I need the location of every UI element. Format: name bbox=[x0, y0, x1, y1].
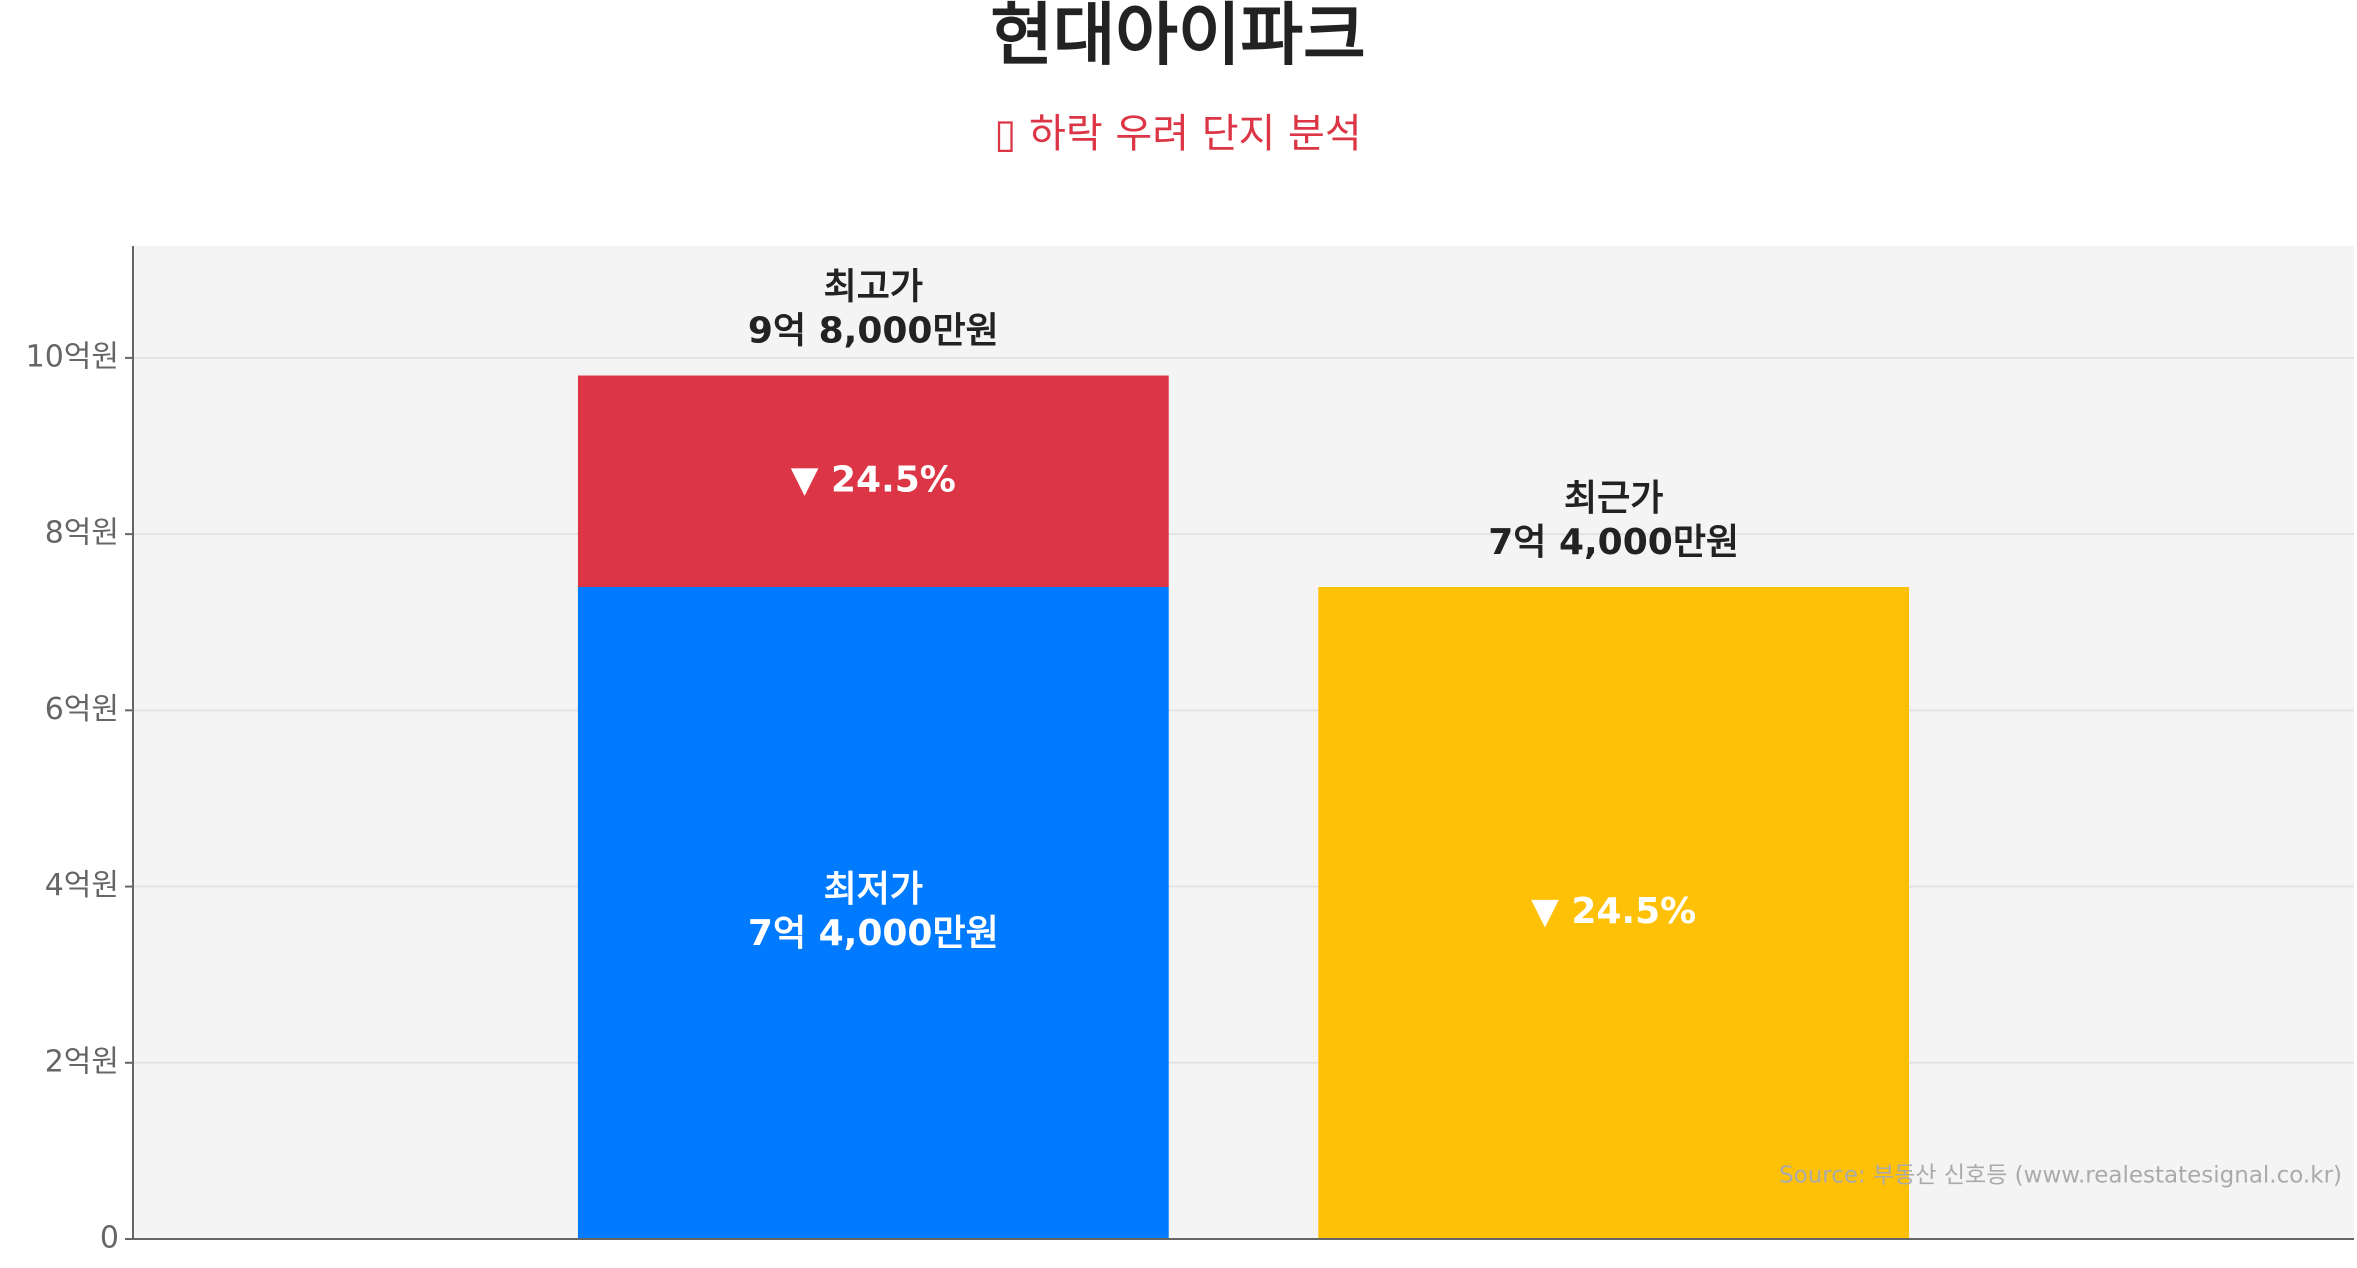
chart-subtitle: ▯ 하락 우려 단지 분석 bbox=[994, 111, 1361, 157]
y-tick-label: 0 bbox=[100, 1221, 119, 1256]
bar-total-label: 7억 4,000만원 bbox=[1488, 522, 1739, 563]
segment-label: 최저가 bbox=[824, 869, 923, 910]
bar-segment bbox=[1318, 586, 1910, 1239]
bar-total-label: 최고가 bbox=[824, 267, 923, 308]
segment-label: 7억 4,000만원 bbox=[748, 913, 999, 954]
plot-background bbox=[133, 246, 2354, 1239]
y-tick-label: 6억원 bbox=[45, 692, 119, 727]
bar-total-label: 9억 8,000만원 bbox=[748, 311, 999, 352]
y-tick-label: 8억원 bbox=[45, 516, 119, 551]
bar-segment bbox=[577, 375, 1169, 587]
y-tick-label: 10억원 bbox=[26, 339, 119, 374]
segment-label: ▼ 24.5% bbox=[791, 459, 956, 500]
y-tick-label: 2억원 bbox=[45, 1044, 119, 1079]
chart-title: 현대아이파크 bbox=[990, 0, 1365, 76]
source-note: Source: 부동산 신호등 (www.realestatesignal.co… bbox=[1779, 1163, 2342, 1189]
bar-segment bbox=[577, 586, 1169, 1239]
y-tick-label: 4억원 bbox=[45, 868, 119, 903]
bar-total-label: 최근가 bbox=[1564, 478, 1663, 519]
segment-label: ▼ 24.5% bbox=[1531, 891, 1696, 932]
